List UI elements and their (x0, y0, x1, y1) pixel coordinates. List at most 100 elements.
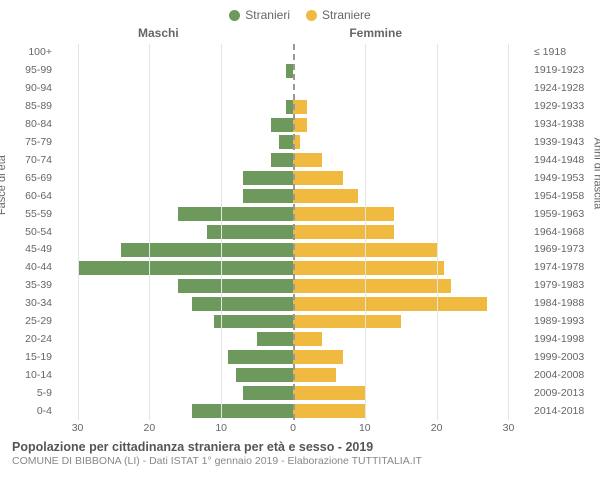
y-tick-left: 65-69 (25, 173, 52, 184)
x-tick: 20 (144, 422, 156, 434)
y-axis-left: 100+95-9990-9485-8980-8475-7970-7465-696… (8, 44, 56, 434)
y-tick-left: 40-44 (25, 262, 52, 273)
bar-male (192, 404, 293, 418)
y-tick-right: 1944-1948 (534, 155, 584, 166)
bar-female (293, 261, 444, 275)
bar-female (293, 153, 322, 167)
bar-female (293, 386, 365, 400)
y-tick-right: 1919-1923 (534, 65, 584, 76)
bar-male (207, 225, 293, 239)
y-tick-right: 1979-1983 (534, 280, 584, 291)
y-tick-left: 45-49 (25, 244, 52, 255)
bar-female (293, 207, 394, 221)
y-tick-right: 1959-1963 (534, 209, 584, 220)
y-tick-left: 55-59 (25, 209, 52, 220)
x-tick: 30 (503, 422, 515, 434)
legend-item-female: Straniere (306, 8, 371, 22)
y-tick-left: 0-4 (37, 406, 52, 417)
y-axis-right: ≤ 1918 1919-1923 1924-1928 1929-1933 1934-19… (530, 44, 592, 434)
bar-male (271, 118, 293, 132)
legend-label-male: Stranieri (245, 8, 290, 22)
y-tick-right: 2004-2008 (534, 370, 584, 381)
grid-line (221, 44, 222, 420)
y-tick-left: 30-34 (25, 298, 52, 309)
grid-line (365, 44, 366, 420)
header-male: Maschi (138, 26, 179, 40)
bar-male (243, 386, 293, 400)
y-axis-left-title: Fasce di età (0, 155, 8, 215)
y-tick-left: 80-84 (25, 119, 52, 130)
y-tick-right: 1984-1988 (534, 298, 584, 309)
y-tick-right: 2009-2013 (534, 388, 584, 399)
bar-female (293, 350, 343, 364)
y-tick-left: 20-24 (25, 334, 52, 345)
y-tick-left: 35-39 (25, 280, 52, 291)
x-tick: 10 (359, 422, 371, 434)
bar-male (286, 100, 293, 114)
x-tick: 10 (215, 422, 227, 434)
footer-title: Popolazione per cittadinanza straniera p… (12, 440, 588, 454)
bar-male (286, 64, 293, 78)
y-tick-left: 15-19 (25, 352, 52, 363)
y-tick-right: 2014-2018 (534, 406, 584, 417)
bar-male (236, 368, 293, 382)
bar-male (279, 135, 293, 149)
y-tick-right: ≤ 1918 (534, 47, 566, 58)
y-tick-left: 10-14 (25, 370, 52, 381)
bars-area: 3020100102030 (56, 44, 530, 434)
plot-area: Fasce di età Anni di nascita 100+95-9990… (8, 44, 592, 434)
bar-male (214, 315, 293, 329)
y-tick-left: 60-64 (25, 191, 52, 202)
bar-female (293, 189, 358, 203)
y-tick-right: 1954-1958 (534, 191, 584, 202)
y-tick-left: 25-29 (25, 316, 52, 327)
bar-female (293, 118, 307, 132)
grid-line (437, 44, 438, 420)
y-tick-right: 1939-1943 (534, 137, 584, 148)
x-tick: 0 (290, 422, 296, 434)
chart-footer: Popolazione per cittadinanza straniera p… (8, 440, 592, 467)
bar-male (243, 171, 293, 185)
bar-male (178, 279, 293, 293)
y-tick-left: 85-89 (25, 101, 52, 112)
bar-female (293, 279, 451, 293)
bar-female (293, 100, 307, 114)
y-tick-left: 75-79 (25, 137, 52, 148)
y-axis-right-title: Anni di nascita (592, 138, 600, 210)
legend: Stranieri Straniere (8, 8, 592, 22)
y-tick-left: 100+ (28, 47, 52, 58)
grid-line (508, 44, 509, 420)
bar-female (293, 315, 401, 329)
grid-line (78, 44, 79, 420)
bar-male (78, 261, 293, 275)
y-tick-left: 50-54 (25, 227, 52, 238)
bar-female (293, 297, 487, 311)
y-tick-right: 1989-1993 (534, 316, 584, 327)
bar-male (121, 243, 293, 257)
bar-male (192, 297, 293, 311)
column-headers: Maschi Femmine (8, 26, 592, 42)
y-tick-right: 1929-1933 (534, 101, 584, 112)
y-tick-left: 95-99 (25, 65, 52, 76)
y-tick-left: 5-9 (37, 388, 52, 399)
bar-female (293, 404, 365, 418)
y-tick-right: 1994-1998 (534, 334, 584, 345)
bar-male (178, 207, 293, 221)
bar-female (293, 171, 343, 185)
y-tick-right: 1924-1928 (534, 83, 584, 94)
header-female: Femmine (349, 26, 402, 40)
population-pyramid-chart: Stranieri Straniere Maschi Femmine Fasce… (0, 0, 600, 500)
legend-swatch-female (306, 10, 317, 21)
legend-swatch-male (229, 10, 240, 21)
y-tick-right: 1934-1938 (534, 119, 584, 130)
center-line (293, 44, 295, 420)
legend-item-male: Stranieri (229, 8, 290, 22)
bar-male (257, 332, 293, 346)
y-tick-right: 1999-2003 (534, 352, 584, 363)
bar-male (243, 189, 293, 203)
bar-male (271, 153, 293, 167)
x-tick: 20 (431, 422, 443, 434)
bar-female (293, 332, 322, 346)
legend-label-female: Straniere (322, 8, 371, 22)
y-tick-right: 1969-1973 (534, 244, 584, 255)
